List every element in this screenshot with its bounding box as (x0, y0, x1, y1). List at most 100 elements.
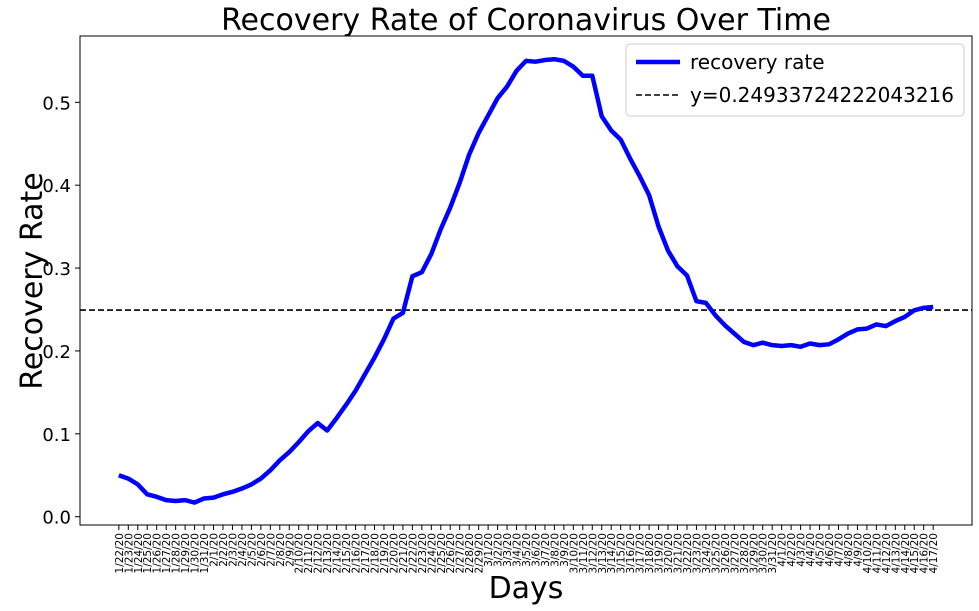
x-tick-label: 3/30/20 (758, 533, 770, 573)
x-tick-label: 1/25/20 (142, 533, 154, 573)
x-tick-label: 3/21/20 (673, 533, 685, 573)
x-tick-label: 1/30/20 (190, 533, 202, 573)
x-tick-label: 4/8/20 (843, 533, 855, 567)
y-tick-label: 0.2 (42, 342, 71, 363)
x-tick-label: 2/28/20 (464, 533, 476, 573)
x-tick-label: 4/16/20 (919, 533, 931, 573)
x-tick-label: 3/29/20 (748, 533, 760, 573)
x-tick-label: 4/14/20 (900, 533, 912, 573)
x-tick-label: 3/22/20 (682, 533, 694, 573)
x-tick-label: 3/19/20 (654, 533, 666, 573)
x-tick-label: 2/7/20 (265, 533, 277, 567)
x-tick-label: 3/18/20 (644, 533, 656, 573)
x-tick-label: 1/28/20 (171, 533, 183, 573)
x-tick-label: 4/12/20 (881, 533, 893, 573)
x-tick-label: 4/17/20 (928, 533, 940, 573)
x-tick-label: 1/23/20 (123, 533, 135, 573)
x-tick-label: 2/26/20 (445, 533, 457, 573)
x-tick-label: 2/6/20 (256, 533, 268, 567)
x-tick-label: 4/7/20 (833, 533, 845, 567)
x-tick-label: 2/11/20 (303, 533, 315, 573)
x-tick-label: 2/3/20 (227, 533, 239, 567)
legend-box (625, 43, 965, 117)
x-tick-label: 2/29/20 (474, 533, 486, 573)
x-tick-label: 3/25/20 (710, 533, 722, 573)
legend-label: recovery rate (690, 50, 825, 74)
x-axis-label: Days (489, 571, 564, 606)
x-tick-label: 1/31/20 (199, 533, 211, 573)
x-tick-label: 3/8/20 (549, 533, 561, 567)
legend: recovery rate y=0.24933724222043216 (625, 43, 965, 117)
x-tick-label: 3/23/20 (691, 533, 703, 573)
x-tick-label: 4/3/20 (796, 533, 808, 567)
x-tick-label: 2/19/20 (379, 533, 391, 573)
x-tick-label: 3/15/20 (616, 533, 628, 573)
legend-label: y=0.24933724222043216 (690, 83, 954, 107)
x-tick-label: 2/15/20 (341, 533, 353, 573)
x-tick-label: 4/5/20 (815, 533, 827, 567)
y-tick-label: 0.5 (42, 93, 71, 114)
x-tick-label: 4/10/20 (862, 533, 874, 573)
x-tick-label: 2/13/20 (322, 533, 334, 573)
x-tick-label: 3/12/20 (587, 533, 599, 573)
x-tick-label: 3/11/20 (578, 533, 590, 573)
y-tick-label: 0.0 (42, 508, 71, 529)
x-tick-label: 1/26/20 (152, 533, 164, 573)
x-tick-label: 4/9/20 (852, 533, 864, 567)
x-tick-label: 3/13/20 (597, 533, 609, 573)
x-tick-label: 3/28/20 (739, 533, 751, 573)
x-tick-label: 3/24/20 (701, 533, 713, 573)
x-tick-label: 3/4/20 (512, 533, 524, 567)
y-tick-label: 0.3 (42, 259, 71, 280)
x-tick-label: 4/1/20 (777, 533, 789, 567)
x-tick-label: 2/4/20 (237, 533, 249, 567)
x-tick-label: 2/8/20 (275, 533, 287, 567)
x-tick-label: 2/18/20 (369, 533, 381, 573)
x-tick-label: 3/14/20 (606, 533, 618, 573)
x-tick-label: 2/12/20 (313, 533, 325, 573)
x-tick-label: 3/1/20 (483, 533, 495, 567)
chart-title: Recovery Rate of Coronavirus Over Time (221, 3, 831, 38)
x-tick-label: 2/9/20 (284, 533, 296, 567)
x-tick-label: 2/25/20 (436, 533, 448, 573)
x-tick-label: 4/15/20 (909, 533, 921, 573)
x-tick-label: 3/31/20 (767, 533, 779, 573)
x-tick-label: 4/13/20 (890, 533, 902, 573)
x-tick-label: 2/5/20 (246, 533, 258, 567)
x-tick-label: 1/24/20 (133, 533, 145, 573)
x-tick-label: 1/29/20 (180, 533, 192, 573)
x-tick-label: 4/2/20 (786, 533, 798, 567)
x-tick-label: 2/2/20 (218, 533, 230, 567)
x-tick-label: 3/9/20 (559, 533, 571, 567)
x-tick-label: 2/24/20 (426, 533, 438, 573)
x-tick-label: 3/7/20 (540, 533, 552, 567)
y-axis-label: Recovery Rate (15, 172, 50, 389)
x-tick-label: 2/20/20 (388, 533, 400, 573)
x-tick-label: 3/5/20 (521, 533, 533, 567)
x-tick-label: 2/1/20 (209, 533, 221, 567)
x-tick-label: 3/26/20 (720, 533, 732, 573)
x-tick-label: 2/23/20 (417, 533, 429, 573)
x-tick-label: 3/6/20 (530, 533, 542, 567)
x-tick-label: 3/10/20 (568, 533, 580, 573)
x-tick-label: 2/17/20 (360, 533, 372, 573)
plot-frame (79, 35, 973, 526)
y-tick-label: 0.1 (42, 425, 71, 446)
x-tick-label: 3/2/20 (493, 533, 505, 567)
x-tick-label: 2/22/20 (407, 533, 419, 573)
x-tick-label: 2/16/20 (351, 533, 363, 573)
x-tick-label: 4/4/20 (805, 533, 817, 567)
x-tick-label: 1/27/20 (161, 533, 173, 573)
y-tick-label: 0.4 (42, 176, 71, 197)
x-tick-label: 3/3/20 (502, 533, 514, 567)
data-line (118, 56, 934, 505)
x-tick-label: 2/10/20 (294, 533, 306, 573)
x-tick-label: 4/6/20 (824, 533, 836, 567)
x-tick-label: 2/14/20 (332, 533, 344, 573)
x-tick-label: 1/22/20 (114, 533, 126, 573)
x-tick-label: 2/21/20 (398, 533, 410, 573)
x-tick-label: 3/20/20 (663, 533, 675, 573)
x-tick-label: 3/27/20 (729, 533, 741, 573)
x-tick-label: 3/17/20 (635, 533, 647, 573)
